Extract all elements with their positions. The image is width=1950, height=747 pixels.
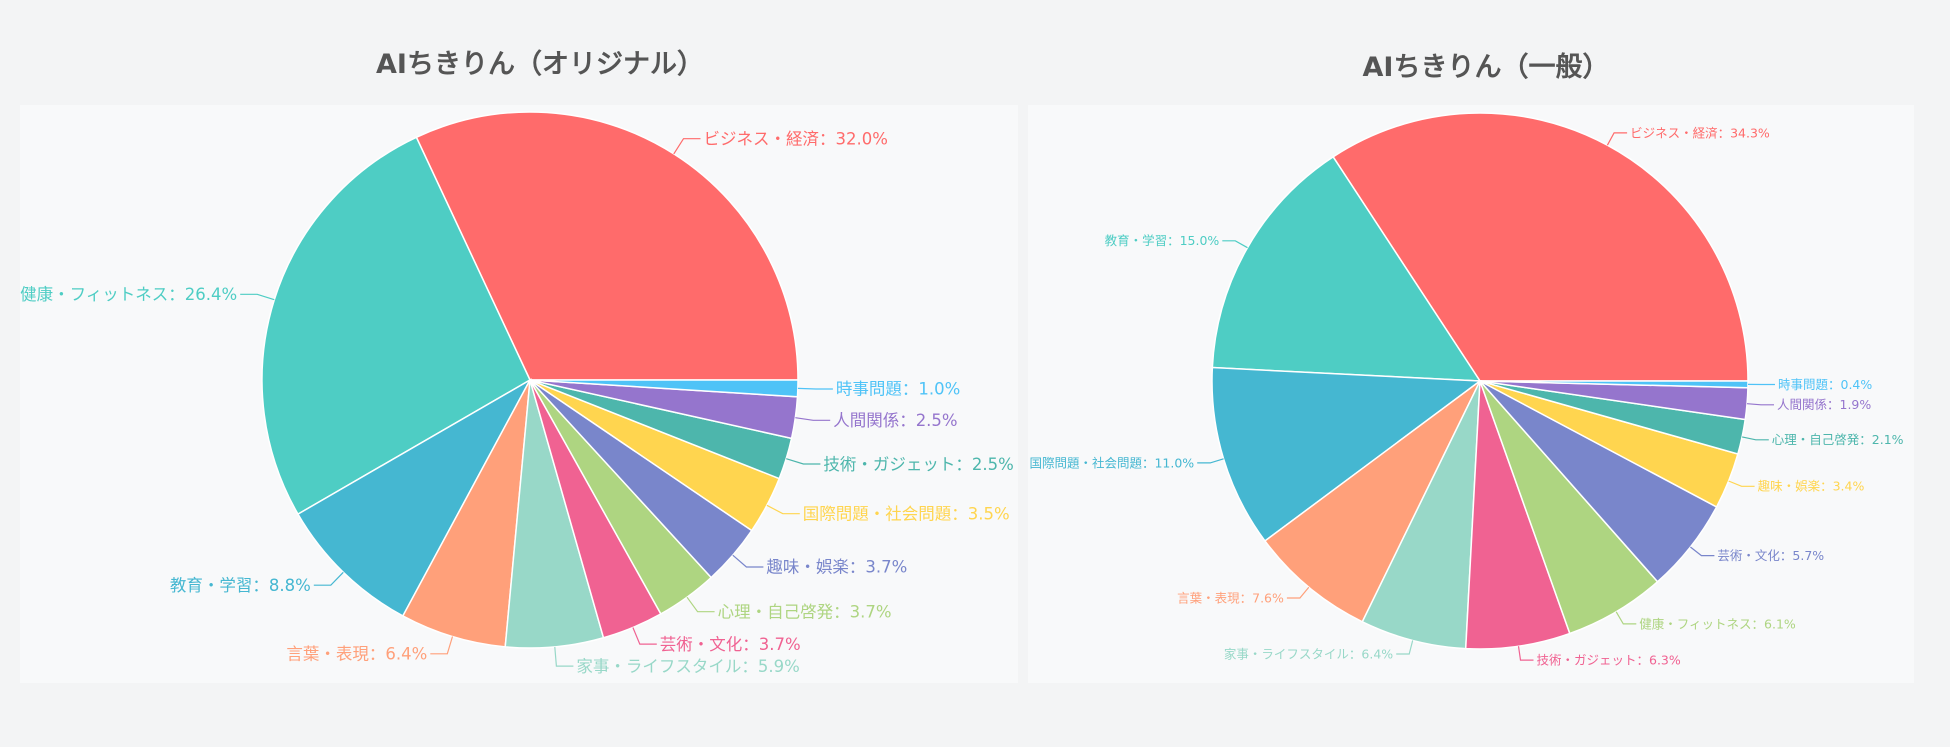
slice-label-3: 言葉・表現：6.4% (286, 645, 427, 664)
slice-label-4: 家事・ライフスタイル：5.9% (576, 657, 799, 676)
slice-label-0: ビジネス・経済：34.3% (1630, 125, 1770, 140)
slice-label-2: 国際問題・社会問題：11.0% (1029, 455, 1194, 470)
slice-label-1: 健康・フィットネス：26.4% (20, 285, 237, 304)
slice-label-9: 心理・自己啓発：2.1% (1772, 432, 1904, 447)
slice-label-9: 技術・ガジェット：2.5% (823, 455, 1013, 474)
slice-label-0: ビジネス・経済：32.0% (704, 130, 888, 149)
slice-label-5: 技術・ガジェット：6.3% (1537, 652, 1681, 667)
slice-label-10: 人間関係：2.5% (833, 411, 957, 430)
right-chart-title: AIちきりん（一般） (1363, 51, 1610, 83)
slice-label-8: 国際問題・社会問題：3.5% (803, 505, 1010, 524)
slice-label-1: 教育・学習：15.0% (1105, 233, 1220, 248)
left-chart-title: AIちきりん（オリジナル） (376, 49, 704, 80)
slice-label-7: 趣味・娯楽：3.7% (766, 558, 907, 577)
slice-label-10: 人間関係：1.9% (1777, 397, 1871, 412)
slice-label-6: 健康・フィットネス：6.1% (1639, 616, 1796, 631)
slice-label-6: 心理・自己啓発：3.7% (718, 603, 892, 622)
leader-line-11 (798, 388, 833, 389)
slice-label-8: 趣味・娯楽：3.4% (1758, 479, 1865, 494)
slice-label-3: 言葉・表現：7.6% (1177, 590, 1284, 605)
slice-label-11: 時事問題：0.4% (1778, 377, 1872, 392)
slice-label-7: 芸術・文化：5.7% (1717, 548, 1824, 563)
slice-label-11: 時事問題：1.0% (836, 380, 960, 399)
slice-label-5: 芸術・文化：3.7% (660, 635, 801, 654)
slice-label-2: 教育・学習：8.8% (170, 576, 311, 595)
slice-label-4: 家事・ライフスタイル：6.4% (1224, 646, 1393, 661)
